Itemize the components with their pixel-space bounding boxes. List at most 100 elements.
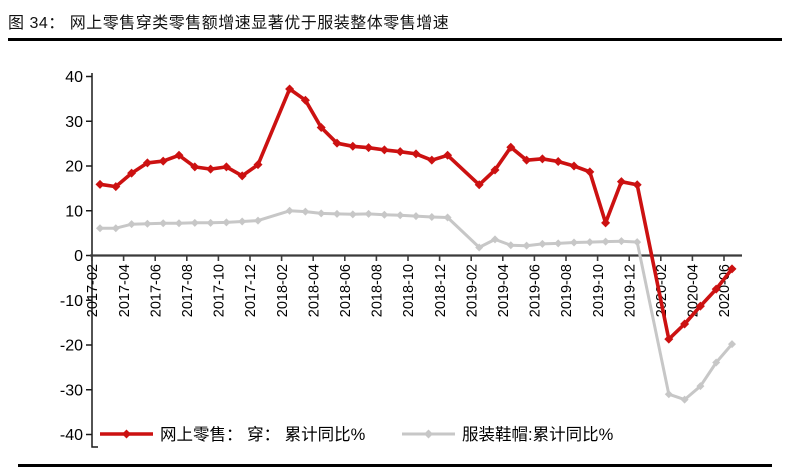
data-point-marker	[127, 220, 136, 229]
x-tick-label: 2018-06	[338, 264, 354, 317]
data-point-marker	[364, 209, 373, 218]
data-point-marker	[285, 84, 295, 94]
data-point-marker	[174, 150, 184, 160]
data-point-marker	[680, 319, 690, 329]
data-point-marker	[427, 155, 437, 165]
data-point-marker	[190, 218, 199, 227]
data-point-marker	[317, 209, 326, 218]
y-tick-label: -10	[60, 293, 83, 310]
data-point-marker	[570, 238, 578, 247]
data-point-marker	[553, 157, 563, 167]
data-point-marker	[222, 218, 231, 227]
legend: 网上零售： 穿： 累计同比% 服装鞋帽:累计同比%	[100, 425, 614, 444]
data-point-marker	[664, 390, 673, 399]
data-point-marker	[379, 145, 389, 155]
legend-label: 服装鞋帽:累计同比%	[462, 425, 614, 444]
data-point-marker	[427, 213, 436, 222]
data-point-marker	[175, 219, 183, 228]
data-point-marker	[490, 165, 500, 175]
x-tick-label: 2019-08	[559, 264, 575, 317]
data-point-marker	[380, 210, 389, 219]
x-tick-label: 2020-06	[717, 264, 733, 317]
data-point-marker	[206, 218, 215, 227]
x-tick-label: 2018-12	[433, 264, 449, 317]
y-tick-label: -30	[60, 382, 83, 399]
data-point-marker	[711, 284, 721, 294]
data-point-marker	[143, 219, 152, 228]
data-point-marker	[680, 395, 689, 404]
data-point-marker	[474, 180, 484, 190]
data-point-marker	[122, 429, 131, 439]
x-tick-label: 2017-08	[180, 264, 196, 317]
data-point-marker	[695, 301, 705, 311]
data-point-marker	[424, 429, 433, 439]
data-point-marker	[127, 168, 137, 178]
x-tick-label: 2019-10	[591, 264, 607, 317]
title-rule	[8, 38, 782, 41]
y-tick-label: 20	[65, 159, 83, 176]
series-clothing-footwear-hats	[96, 206, 736, 404]
data-point-marker	[221, 162, 231, 172]
data-point-marker	[601, 218, 611, 228]
data-point-marker	[617, 237, 626, 246]
data-point-marker	[601, 237, 610, 246]
data-point-marker	[111, 182, 121, 192]
data-point-marker	[475, 243, 484, 252]
data-point-marker	[538, 239, 547, 248]
data-point-marker	[300, 95, 310, 105]
data-point-marker	[253, 160, 263, 170]
data-point-marker	[333, 209, 341, 218]
y-tick-label: -20	[60, 338, 83, 355]
x-tick-label: 2019-12	[622, 264, 638, 317]
data-point-marker	[585, 167, 595, 177]
legend-item-clothing-footwear-hats: 服装鞋帽:累计同比%	[402, 425, 614, 444]
data-point-marker	[348, 210, 357, 219]
y-tick-label: 0	[74, 248, 83, 265]
data-point-marker	[237, 171, 247, 181]
data-point-marker	[491, 235, 499, 244]
data-point-marker	[585, 238, 594, 247]
data-point-marker	[664, 334, 674, 344]
data-point-marker	[522, 241, 531, 250]
data-point-marker	[506, 241, 515, 250]
data-point-marker	[727, 264, 737, 274]
data-point-marker	[443, 150, 453, 160]
data-point-marker	[142, 158, 152, 168]
data-point-marker	[316, 123, 326, 133]
legend-item-online-retail-wear: 网上零售： 穿： 累计同比%	[100, 425, 366, 444]
data-point-marker	[254, 216, 262, 225]
x-tick-label: 2019-02	[464, 264, 480, 317]
data-point-marker	[285, 206, 294, 215]
legend-label: 网上零售： 穿： 累计同比%	[160, 425, 366, 444]
data-point-marker	[396, 211, 405, 220]
data-point-marker	[411, 149, 421, 159]
data-point-marker	[158, 156, 168, 166]
x-tick-label: 2018-04	[306, 264, 322, 317]
series-online-retail-wear	[95, 84, 737, 344]
x-tick-label: 2018-02	[275, 264, 291, 317]
data-point-marker	[95, 179, 105, 189]
data-point-marker	[96, 224, 104, 233]
data-point-marker	[443, 213, 452, 222]
x-tick-label: 2019-06	[528, 264, 544, 317]
data-point-marker	[395, 147, 405, 157]
data-point-marker	[522, 155, 532, 165]
data-point-marker	[616, 177, 626, 187]
y-tick-label: 30	[65, 114, 83, 131]
data-point-marker	[537, 154, 547, 164]
x-axis: 2017-02 2017-04 2017-06 2017-08 2017-10 2017-…	[85, 254, 742, 317]
x-tick-label: 2017-12	[243, 264, 259, 317]
data-point-marker	[190, 162, 200, 172]
bottom-rule	[18, 464, 772, 467]
chart-area: 40 30 20 10 0 -10 -20 -30 -40 2017-02 2017-04 2017-…	[0, 60, 790, 473]
data-point-marker	[696, 382, 705, 391]
x-tick-label: 2020-02	[654, 264, 670, 317]
x-tick-label: 2017-02	[85, 264, 101, 317]
data-point-marker	[554, 239, 563, 248]
y-tick-label: 10	[65, 203, 83, 220]
data-point-marker	[301, 207, 310, 216]
figure-title: 图 34： 网上零售穿类零售额增速显著优于服装整体零售增速	[8, 15, 450, 32]
data-point-marker	[506, 142, 516, 152]
data-point-marker	[569, 161, 579, 171]
